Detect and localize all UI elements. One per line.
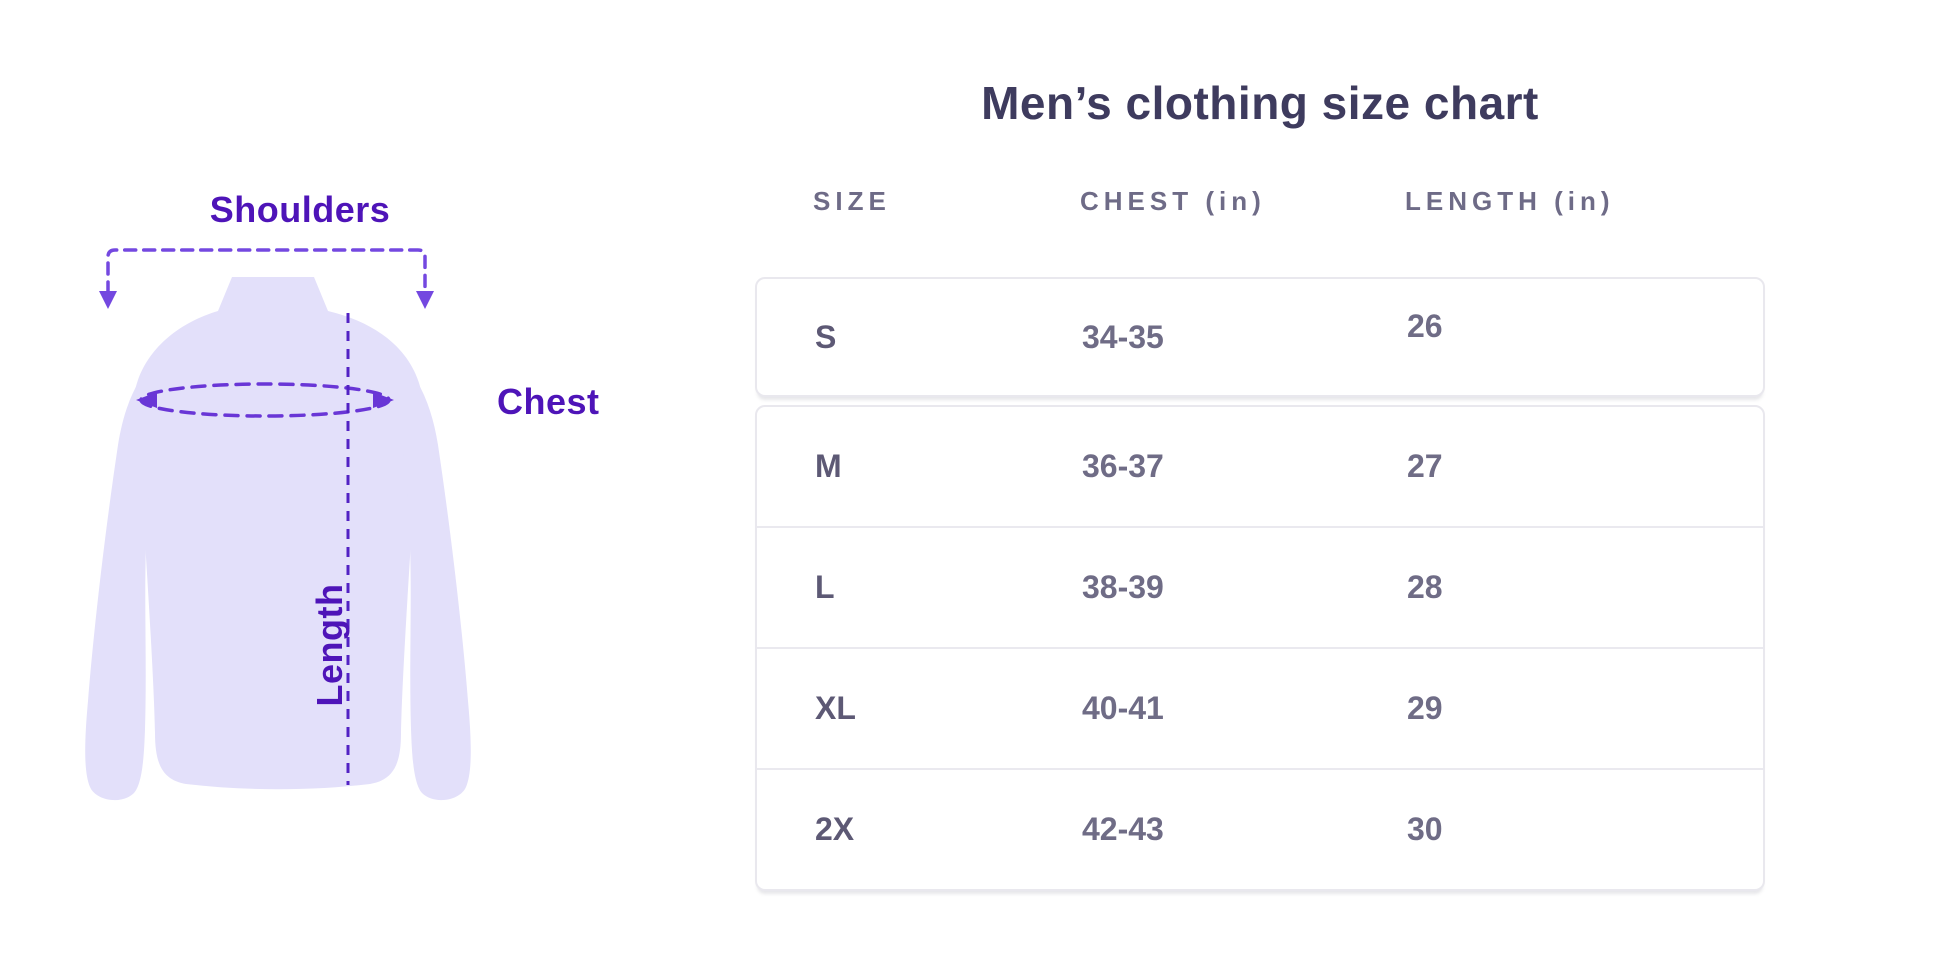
table-header-row: SIZE CHEST (in) LENGTH (in) [755, 184, 1765, 218]
shirt-right-sleeve [366, 335, 471, 801]
chest-cell: 42-43 [1082, 811, 1164, 847]
page-title: Men’s clothing size chart [981, 77, 1539, 129]
length-cell: 30 [1407, 811, 1443, 847]
shirt-body-shape [132, 277, 424, 790]
size-cell: 2X [815, 811, 855, 847]
size-card-rest: M 36-37 27 L 38-39 28 XL 40-41 29 2X 42-… [755, 405, 1765, 891]
column-header-size: SIZE [813, 185, 891, 216]
chest-cell: 34-35 [1082, 318, 1164, 355]
chest-cell: 40-41 [1082, 690, 1164, 726]
chest-cell: 38-39 [1082, 569, 1164, 605]
size-cell: S [815, 318, 837, 355]
table-row: M 36-37 27 [757, 407, 1763, 526]
size-cell: XL [815, 690, 856, 726]
length-label: Length [309, 583, 350, 707]
shirt-measurement-diagram: Shoulders Chest Length [60, 185, 640, 865]
table-row: S 34-35 26 [757, 279, 1763, 395]
table-row: L 38-39 28 [757, 526, 1763, 647]
length-cell: 29 [1407, 690, 1443, 726]
chest-measure-ellipse [136, 382, 394, 418]
length-cell: 27 [1407, 448, 1443, 484]
size-cell: M [815, 448, 842, 484]
table-row: XL 40-41 29 [757, 647, 1763, 768]
size-chart-panel: Men’s clothing size chart SIZE CHEST (in… [755, 58, 1765, 891]
size-card-s: S 34-35 26 [755, 277, 1765, 397]
chest-label: Chest [497, 381, 600, 422]
chest-cell: 36-37 [1082, 448, 1164, 484]
shoulders-measure-arrow [99, 248, 434, 309]
shirt-left-sleeve [85, 335, 190, 801]
length-cell: 28 [1407, 569, 1443, 605]
column-header-chest: CHEST (in) [1080, 185, 1266, 216]
shirt-illustration [85, 248, 471, 801]
column-header-length: LENGTH (in) [1405, 185, 1615, 216]
size-cell: L [815, 569, 835, 605]
shoulders-label: Shoulders [209, 189, 391, 230]
length-cell: 26 [1407, 307, 1443, 344]
table-row: 2X 42-43 30 [757, 768, 1763, 889]
